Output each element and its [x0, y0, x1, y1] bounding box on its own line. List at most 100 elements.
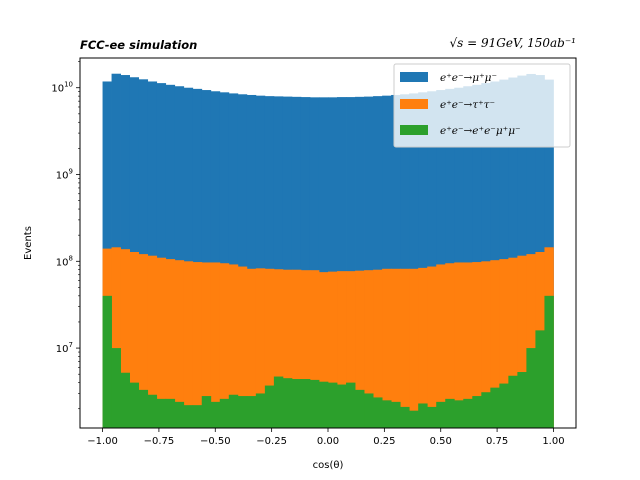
- bar-tautau-bin-26: [337, 271, 347, 428]
- bar-eemumu-bin-36: [427, 406, 437, 428]
- bar-eemumu-bin-3: [129, 382, 140, 428]
- bar-mumu-bin-11: [201, 90, 212, 429]
- bar-mumu-bin-41: [472, 84, 482, 428]
- bar-mumu-bin-5: [147, 81, 158, 428]
- bar-mumu-bin-47: [526, 73, 536, 428]
- bar-mumu-bin-28: [355, 96, 365, 428]
- bar-mumu-bin-9: [183, 87, 194, 428]
- bar-tautau-bin-40: [463, 262, 473, 428]
- bar-mumu-bin-26: [337, 97, 347, 428]
- bar-tautau-bin-24: [318, 272, 329, 428]
- bar-eemumu-bin-10: [192, 405, 203, 428]
- chart-title-left: FCC-ee simulation: [80, 38, 197, 52]
- bar-tautau-bin-38: [445, 263, 455, 428]
- bar-eemumu-bin-40: [463, 398, 473, 428]
- legend-frame: [393, 63, 571, 148]
- y-tick-label: 107: [56, 341, 73, 355]
- bar-eemumu-bin-48: [535, 330, 545, 428]
- legend-swatch-tautau: [400, 99, 428, 109]
- bar-tautau-bin-17: [255, 268, 266, 428]
- bar-eemumu-bin-25: [328, 382, 338, 428]
- bar-eemumu-bin-19: [273, 376, 284, 428]
- x-tick-label: 0.75: [486, 436, 508, 447]
- x-tick-label: −0.25: [256, 436, 287, 447]
- bar-tautau-bin-12: [210, 262, 221, 428]
- bar-tautau-bin-29: [364, 270, 374, 428]
- bar-mumu-bin-14: [228, 93, 239, 429]
- bar-tautau-bin-47: [526, 254, 536, 428]
- bar-eemumu-bin-45: [508, 375, 518, 428]
- chart-title-right: √s = 91GeV, 150ab⁻¹: [449, 36, 576, 50]
- histogram-bars: [102, 73, 554, 429]
- bar-eemumu-bin-22: [300, 379, 311, 428]
- bar-eemumu-bin-23: [309, 379, 320, 428]
- bar-mumu-bin-15: [237, 94, 248, 428]
- bar-tautau-bin-16: [246, 268, 257, 428]
- bar-eemumu-bin-9: [183, 405, 194, 428]
- x-tick-label: −0.75: [144, 436, 175, 447]
- bar-mumu-bin-20: [282, 96, 293, 428]
- bar-eemumu-bin-32: [391, 401, 401, 428]
- bar-mumu-bin-48: [535, 75, 545, 428]
- bar-eemumu-bin-6: [156, 398, 167, 428]
- bar-tautau-bin-42: [481, 261, 491, 428]
- bar-tautau-bin-9: [183, 261, 194, 428]
- y-axis-label: Events: [23, 226, 34, 260]
- bar-eemumu-bin-41: [472, 396, 482, 428]
- bar-mumu-bin-23: [309, 97, 320, 428]
- x-tick-label: 0.25: [373, 436, 395, 447]
- legend-label-tautau: e⁺e⁻→τ⁺τ⁻: [440, 99, 495, 111]
- bar-eemumu-bin-7: [165, 398, 176, 428]
- bar-eemumu-bin-24: [318, 381, 329, 428]
- bar-eemumu-bin-16: [246, 396, 257, 428]
- bar-tautau-bin-44: [499, 259, 509, 428]
- bar-tautau-bin-37: [436, 264, 446, 428]
- bar-eemumu-bin-20: [282, 378, 293, 428]
- bar-mumu-bin-19: [273, 96, 284, 429]
- bar-tautau-bin-23: [309, 270, 320, 428]
- bar-eemumu-bin-4: [138, 389, 149, 428]
- bar-mumu-bin-30: [373, 96, 383, 428]
- bar-tautau-bin-6: [156, 257, 167, 428]
- bar-eemumu-bin-12: [210, 401, 221, 428]
- bar-tautau-bin-35: [418, 267, 428, 428]
- bar-eemumu-bin-42: [481, 392, 491, 428]
- bar-mumu-bin-27: [346, 97, 356, 428]
- x-tick-label: −0.50: [200, 436, 231, 447]
- bar-mumu-bin-8: [174, 86, 185, 429]
- bar-tautau-bin-15: [237, 266, 248, 428]
- bar-eemumu-bin-28: [355, 389, 365, 428]
- bar-eemumu-bin-43: [490, 387, 500, 428]
- bar-tautau-bin-43: [490, 260, 500, 428]
- bar-tautau-bin-14: [228, 264, 239, 428]
- bar-tautau-bin-34: [409, 268, 419, 428]
- bar-tautau-bin-3: [129, 251, 140, 428]
- bar-tautau-bin-28: [355, 270, 365, 428]
- y-tick-label: 109: [56, 168, 73, 182]
- bar-tautau-bin-36: [427, 266, 437, 428]
- x-tick-label: 1.00: [542, 436, 564, 447]
- chart-legend: e⁺e⁻→μ⁺μ⁻ e⁺e⁻→τ⁺τ⁻ e⁺e⁻→e⁺e⁻μ⁺μ⁻: [393, 63, 571, 148]
- bar-eemumu-bin-35: [418, 403, 428, 428]
- bar-eemumu-bin-17: [255, 393, 266, 428]
- bar-eemumu-bin-47: [526, 348, 536, 428]
- bar-eemumu-bin-39: [454, 400, 464, 428]
- bar-mumu-bin-21: [291, 96, 302, 428]
- bar-eemumu-bin-49: [544, 295, 554, 428]
- bar-mumu-bin-29: [364, 96, 374, 428]
- bar-eemumu-bin-37: [436, 401, 446, 428]
- bar-mumu-bin-37: [436, 90, 446, 429]
- bar-eemumu-bin-8: [174, 401, 185, 428]
- bar-eemumu-bin-11: [201, 396, 212, 428]
- bar-eemumu-bin-31: [382, 400, 392, 428]
- bar-tautau-bin-46: [517, 255, 527, 428]
- bar-tautau-bin-2: [120, 249, 130, 428]
- bar-tautau-bin-27: [346, 271, 356, 428]
- bar-mumu-bin-35: [418, 92, 428, 428]
- bar-eemumu-bin-15: [237, 396, 248, 428]
- bar-mumu-bin-17: [255, 95, 266, 428]
- bar-tautau-bin-33: [400, 268, 410, 428]
- bar-tautau-bin-31: [382, 268, 392, 428]
- bar-tautau-bin-32: [391, 268, 401, 428]
